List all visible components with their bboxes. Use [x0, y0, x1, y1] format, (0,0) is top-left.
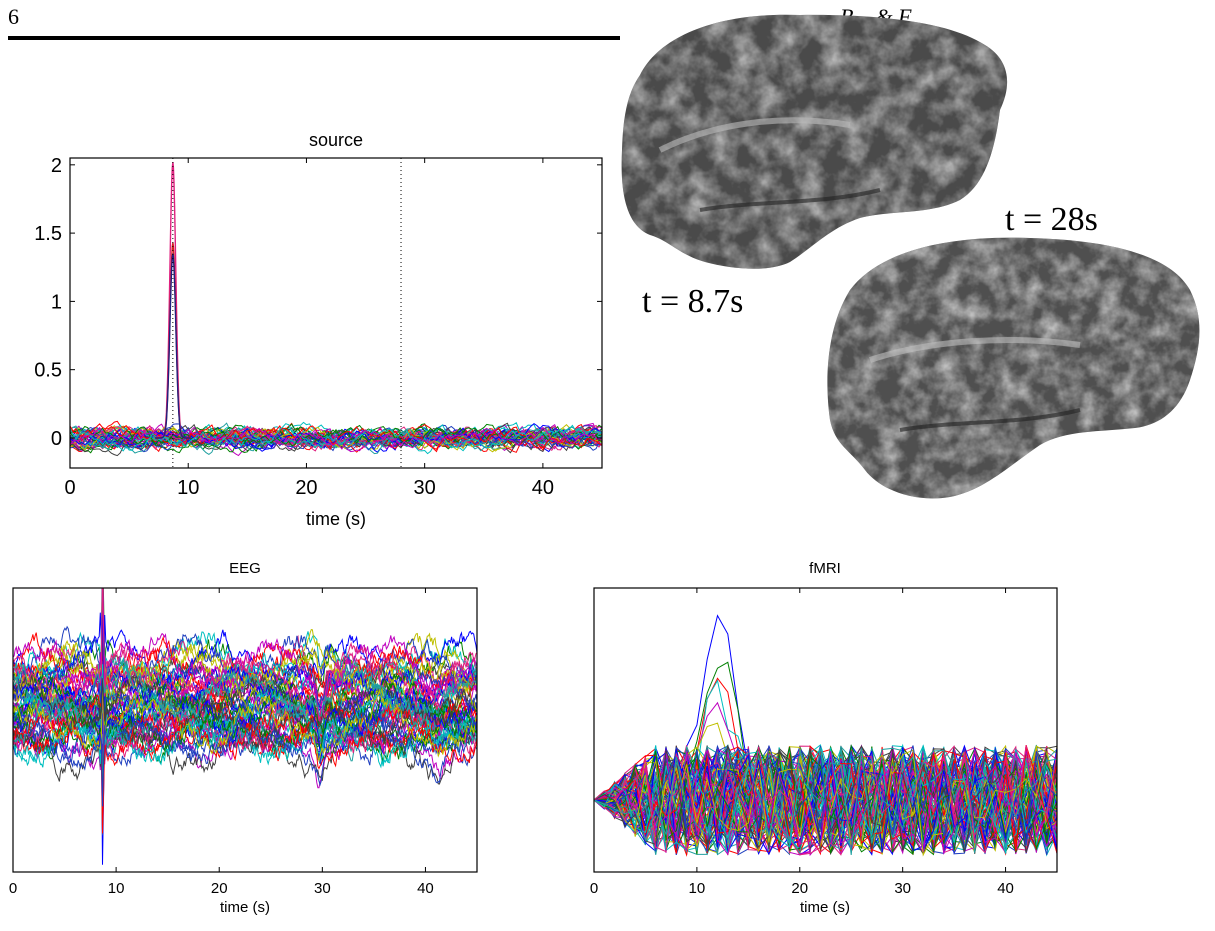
source-ytick-label: 0 [51, 428, 62, 450]
source-ytick-label: 2 [51, 155, 62, 177]
eeg-title: EEG [229, 560, 261, 577]
eeg-xtick-label: 30 [314, 880, 331, 897]
eeg-series [13, 588, 477, 722]
source-xtick-label: 30 [414, 477, 436, 499]
eeg-series [13, 667, 477, 735]
brain-label-bottom: t = 28s [1005, 201, 1098, 238]
fmri-xlabel: time (s) [800, 899, 850, 916]
eeg-xtick-label: 40 [417, 880, 434, 897]
eeg-series [13, 629, 477, 695]
brain-render-bottom [827, 237, 1200, 499]
fmri-axes-frame [593, 587, 1058, 873]
source-noise-series [70, 425, 602, 450]
eeg-series [13, 660, 477, 734]
source-xtick-label: 20 [295, 477, 317, 499]
eeg-xtick-label: 20 [211, 880, 228, 897]
source-title: source [309, 130, 363, 150]
fmri-xtick-label: 40 [997, 880, 1014, 897]
source-xtick-label: 0 [64, 477, 75, 499]
header-rule [8, 36, 620, 40]
eeg-series [13, 698, 477, 781]
eeg-series [13, 588, 477, 721]
eeg-series [13, 661, 477, 789]
fmri-series [594, 745, 1057, 856]
eeg-series [13, 588, 477, 722]
source-noise-series [70, 423, 602, 453]
fmri-xtick-label: 20 [791, 880, 808, 897]
source-noise-series [70, 426, 602, 457]
eeg-series [13, 664, 477, 765]
source-xtick-label: 40 [532, 477, 554, 499]
fmri-chart: fMRI 0 10 20 30 40 time (s) [590, 560, 1058, 916]
eeg-series [13, 658, 477, 728]
fmri-xtick-label: 0 [590, 880, 598, 897]
eeg-series [13, 688, 477, 760]
fmri-series [594, 745, 1057, 852]
fmri-series [594, 748, 1057, 855]
fmri-series [594, 746, 1057, 853]
eeg-series [13, 696, 477, 771]
fmri-series [594, 745, 1057, 853]
running-head: B... & F... [840, 4, 926, 20]
fmri-xtick-label: 10 [689, 880, 706, 897]
eeg-xlabel: time (s) [220, 899, 270, 916]
source-chart: source 0 10 20 30 40 0 0.5 1 1.5 2 time (s) [34, 130, 603, 529]
brain-label-top: t = 8.7s [642, 283, 743, 320]
fmri-series [594, 747, 1057, 854]
brain-render-top [621, 14, 1008, 269]
fmri-series [594, 745, 1057, 856]
eeg-xtick-label: 10 [108, 880, 125, 897]
eeg-axes-frame [12, 587, 478, 873]
source-ytick-label: 1.5 [34, 223, 62, 245]
eeg-series [13, 620, 477, 754]
source-axes-frame [69, 157, 603, 469]
page-number: 6 [8, 4, 19, 29]
fmri-series [594, 745, 1057, 856]
source-ytick-label: 0.5 [34, 360, 62, 382]
fmri-title: fMRI [809, 560, 841, 577]
source-xtick-label: 10 [177, 477, 199, 499]
source-peak-series [155, 242, 191, 439]
source-xlabel: time (s) [306, 509, 366, 529]
source-ytick-label: 1 [51, 291, 62, 313]
source-peak-series [155, 162, 191, 439]
eeg-series [13, 652, 477, 803]
eeg-series [13, 682, 477, 763]
eeg-chart: EEG 0 10 20 30 40 time (s) [9, 560, 478, 916]
fmri-xtick-label: 30 [894, 880, 911, 897]
eeg-xtick-label: 0 [9, 880, 17, 897]
source-peak-series [155, 253, 191, 439]
eeg-series [13, 682, 477, 762]
source-noise-series [70, 423, 602, 452]
eeg-series [13, 712, 477, 807]
